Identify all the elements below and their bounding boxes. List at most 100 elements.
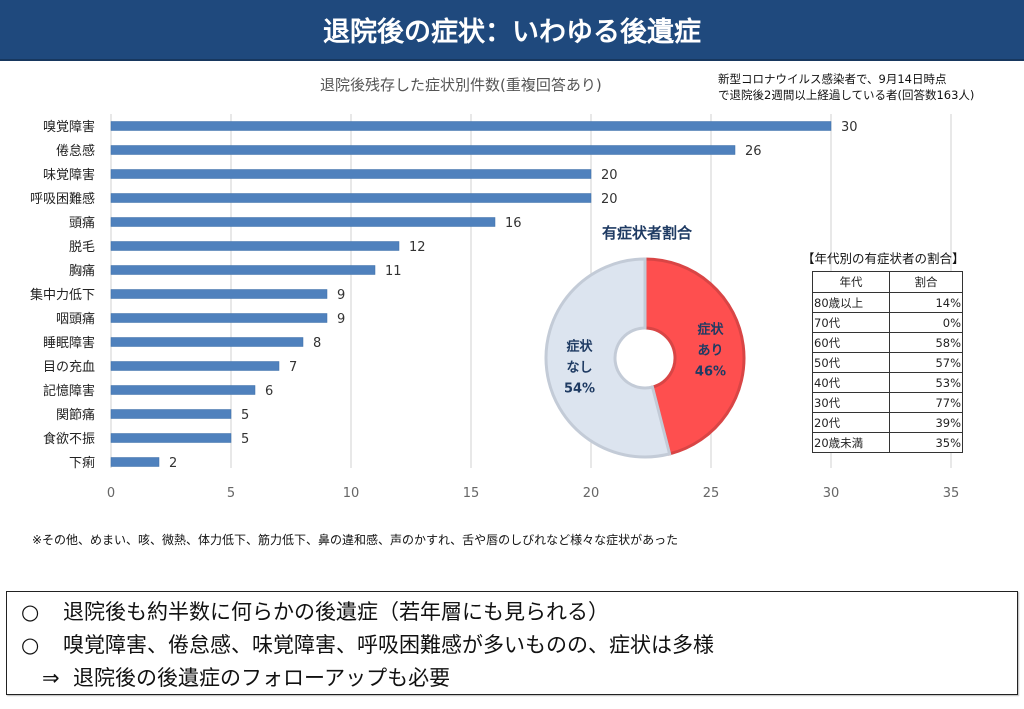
summary-text: 退院後の後遺症のフォローアップも必要 — [73, 666, 451, 690]
category-label: 目の充血 — [43, 359, 95, 375]
donut-title: 有症状者割合 — [601, 224, 692, 242]
bar — [110, 313, 328, 323]
bar-value-label: 5 — [241, 408, 249, 423]
survey-note-line1: 新型コロナウイルス感染者で、9月14日時点 — [718, 72, 947, 86]
category-label: 関節痛 — [56, 407, 95, 423]
category-label: 味覚障害 — [43, 167, 95, 183]
bar — [110, 121, 832, 131]
ratio-cell: 77% — [889, 392, 963, 413]
x-tick-label: 0 — [107, 486, 115, 501]
category-labels: 嗅覚障害倦怠感味覚障害呼吸困難感頭痛脱毛胸痛集中力低下咽頭痛睡眠障害目の充血記憶… — [30, 119, 95, 471]
bar-value-label: 20 — [601, 192, 618, 207]
bar — [110, 361, 280, 371]
bar — [110, 457, 160, 467]
survey-note-line2: で退院後2週間以上経過している者(回答数163人) — [718, 88, 975, 102]
bar — [110, 265, 376, 275]
donut-slice-label: 症状 — [697, 322, 724, 338]
category-label: 倦怠感 — [56, 143, 95, 159]
circle-bullet: ○ — [21, 633, 40, 657]
summary-text: 嗅覚障害、倦怠感、味覚障害、呼吸困難感が多いものの、症状は多様 — [63, 633, 714, 657]
category-label: 集中力低下 — [30, 287, 95, 303]
x-axis-ticks: 0 5 10 15 20 25 30 35 — [107, 486, 959, 501]
age-cell: 20代 — [812, 412, 890, 433]
age-cell: 50代 — [812, 352, 890, 373]
category-label: 記憶障害 — [43, 383, 95, 399]
summary-line: ○ 嗅覚障害、倦怠感、味覚障害、呼吸困難感が多いものの、症状は多様 — [21, 629, 714, 659]
x-tick-label: 25 — [703, 486, 720, 501]
category-label: 睡眠障害 — [43, 335, 95, 351]
category-label: 嗅覚障害 — [43, 119, 95, 135]
bar-value-label: 16 — [505, 216, 522, 231]
ratio-column-header: 割合 — [889, 271, 963, 293]
age-table-row: 20歳未満 35% — [812, 432, 963, 453]
bar — [110, 145, 736, 155]
donut-slice — [544, 257, 672, 459]
circle-bullet: ○ — [21, 600, 40, 624]
age-table: 年代 割合 80歳以上 14% 70代 0% 60代 58% 50代 57% 40代 53% 30代… — [812, 271, 963, 453]
category-label: 胸痛 — [69, 263, 95, 279]
x-tick-label: 20 — [583, 486, 600, 501]
summary-line: ⇒ 退院後の後遺症のフォローアップも必要 — [21, 662, 450, 692]
x-tick-label: 15 — [463, 486, 480, 501]
ratio-cell: 0% — [889, 312, 963, 333]
bar-value-label: 2 — [169, 456, 177, 471]
ratio-cell: 53% — [889, 372, 963, 393]
age-cell: 40代 — [812, 372, 890, 393]
bar-chart-title: 退院後残存した症状別件数(重複回答あり) — [320, 76, 602, 94]
bar-series: 30 26 20 20 16 12 11 9 9 8 7 6 5 5 2 — [110, 120, 858, 471]
age-table-row: 50代 57% — [812, 352, 963, 373]
bar-value-label: 7 — [289, 360, 297, 375]
age-cell: 30代 — [812, 392, 890, 413]
age-cell: 80歳以上 — [812, 292, 890, 313]
age-table-body: 80歳以上 14% 70代 0% 60代 58% 50代 57% 40代 53% 30代 77% 20代… — [812, 292, 963, 453]
bar-value-label: 11 — [385, 264, 402, 279]
bar-value-label: 8 — [313, 336, 321, 351]
age-cell: 70代 — [812, 312, 890, 333]
x-tick-label: 30 — [823, 486, 840, 501]
bar-value-label: 26 — [745, 144, 762, 159]
age-table-row: 80歳以上 14% — [812, 292, 963, 313]
bar-value-label: 6 — [265, 384, 273, 399]
age-cell: 20歳未満 — [812, 432, 890, 453]
age-table-row: 20代 39% — [812, 412, 963, 433]
donut-slice — [643, 257, 746, 456]
donut-slice-label: 46% — [695, 365, 726, 380]
age-table-row: 30代 77% — [812, 392, 963, 413]
bar — [110, 217, 496, 227]
bar-value-label: 9 — [337, 288, 345, 303]
bar — [110, 409, 232, 419]
ratio-cell: 39% — [889, 412, 963, 433]
donut-slice-label: あり — [697, 344, 723, 359]
category-label: 脱毛 — [69, 240, 95, 255]
footnote: ※その他、めまい、咳、微熱、体力低下、筋力低下、鼻の違和感、声のかすれ、舌や唇の… — [32, 533, 679, 547]
bar — [110, 193, 592, 203]
age-table-row: 40代 53% — [812, 372, 963, 393]
bar — [110, 433, 232, 443]
summary-text: 退院後も約半数に何らかの後遺症（若年層にも見られる） — [63, 600, 609, 624]
x-tick-label: 35 — [943, 486, 960, 501]
bar-value-label: 20 — [601, 168, 618, 183]
ratio-cell: 14% — [889, 292, 963, 313]
age-table-header-row: 年代 割合 — [812, 271, 963, 293]
bar — [110, 337, 304, 347]
bar — [110, 289, 328, 299]
bar-value-label: 30 — [841, 120, 858, 135]
bar — [110, 241, 400, 251]
age-table-row: 70代 0% — [812, 312, 963, 333]
bar-value-label: 5 — [241, 432, 249, 447]
summary-line: ○ 退院後も約半数に何らかの後遺症（若年層にも見られる） — [21, 596, 609, 626]
category-label: 呼吸困難感 — [30, 191, 95, 207]
page-title: 退院後の症状：いわゆる後遺症 — [323, 17, 701, 48]
header-bar: 退院後の症状：いわゆる後遺症 — [0, 0, 1024, 61]
x-tick-label: 5 — [227, 486, 235, 501]
donut-slice-label: 54% — [564, 381, 595, 396]
donut-slice-label: 症状 — [567, 338, 594, 354]
x-tick-label: 10 — [343, 486, 360, 501]
bar — [110, 169, 592, 179]
category-label: 咽頭痛 — [56, 311, 95, 327]
bar-value-label: 12 — [409, 240, 426, 255]
bar-value-label: 9 — [337, 312, 345, 327]
ratio-cell: 35% — [889, 432, 963, 453]
age-table-row: 60代 58% — [812, 332, 963, 353]
